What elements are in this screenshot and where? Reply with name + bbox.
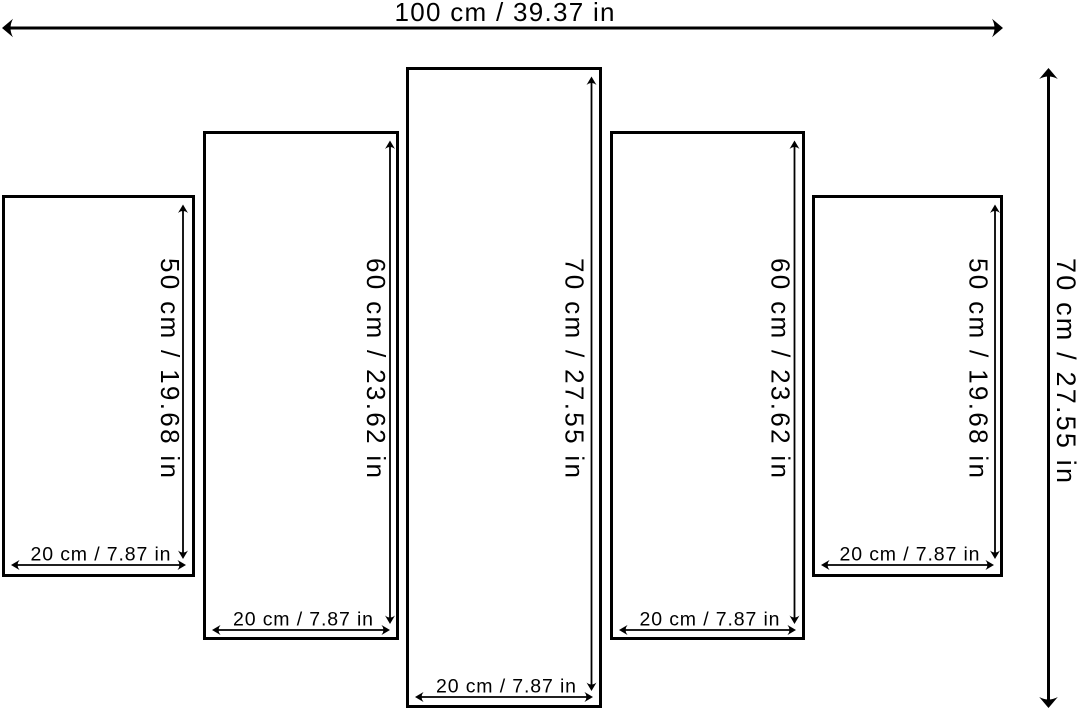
svg-text:20 cm / 7.87 in: 20 cm / 7.87 in [840, 544, 980, 566]
svg-text:60 cm / 23.62 in: 60 cm / 23.62 in [766, 258, 796, 478]
svg-text:100 cm / 39.37 in: 100 cm / 39.37 in [395, 0, 615, 27]
svg-text:50 cm / 19.68 in: 50 cm / 19.68 in [155, 258, 185, 478]
svg-text:20 cm / 7.87 in: 20 cm / 7.87 in [640, 609, 780, 631]
svg-text:60 cm / 23.62 in: 60 cm / 23.62 in [361, 258, 391, 478]
svg-text:50 cm / 19.68 in: 50 cm / 19.68 in [964, 258, 994, 478]
svg-text:20 cm / 7.87 in: 20 cm / 7.87 in [31, 544, 171, 566]
svg-text:20 cm / 7.87 in: 20 cm / 7.87 in [233, 609, 373, 631]
svg-text:20 cm / 7.87 in: 20 cm / 7.87 in [436, 676, 576, 698]
svg-text:70 cm / 27.55 in: 70 cm / 27.55 in [560, 258, 590, 478]
svg-text:70 cm / 27.55 in: 70 cm / 27.55 in [1051, 258, 1080, 483]
